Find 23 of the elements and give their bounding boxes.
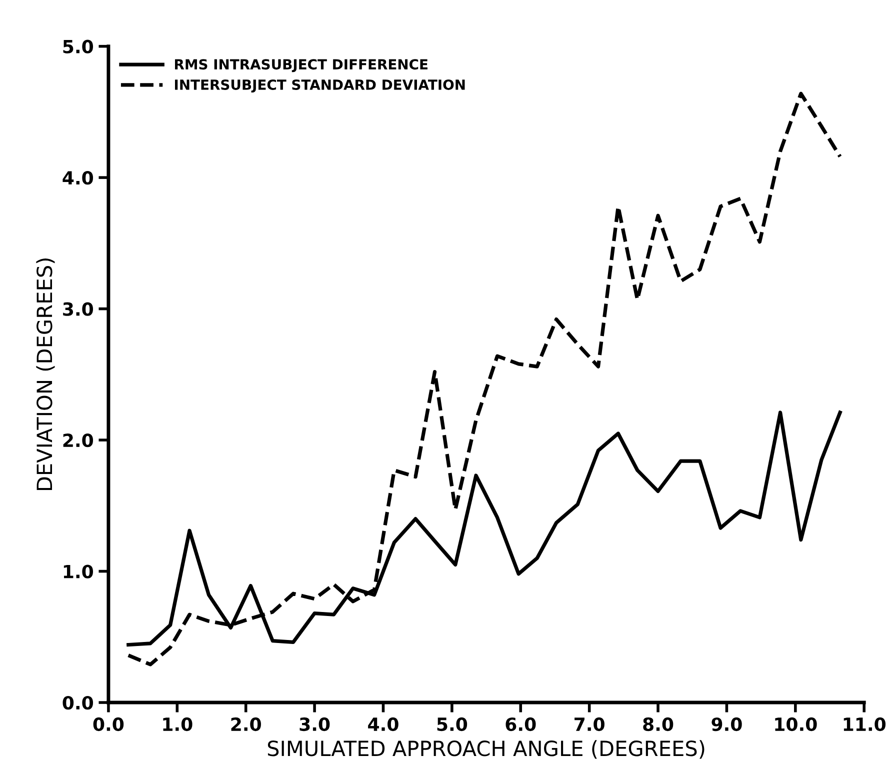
x-tick-label: 6.0 bbox=[506, 717, 536, 732]
x-tick-label: 4.0 bbox=[368, 717, 398, 732]
x-tick-label: 2.0 bbox=[231, 717, 261, 732]
x-tick-label: 10.0 bbox=[775, 717, 817, 732]
y-axis-title: DEVIATION (DEGREES) bbox=[36, 258, 55, 490]
legend-label: INTERSUBJECT STANDARD DEVIATION bbox=[175, 79, 465, 93]
y-tick-label: 2.0 bbox=[63, 434, 94, 448]
legend-label: RMS INTRASUBJECT DIFFERENCE bbox=[175, 59, 428, 72]
y-tick-label: 5.0 bbox=[63, 40, 94, 54]
y-tick-label: 4.0 bbox=[62, 171, 94, 185]
x-tick-label: 8.0 bbox=[643, 717, 674, 732]
x-tick-label: 1.0 bbox=[163, 717, 192, 732]
line-series bbox=[126, 92, 842, 666]
x-tick-label: 11.0 bbox=[844, 717, 886, 732]
x-tick-label: 5.0 bbox=[437, 717, 468, 732]
x-tick-label: 9.0 bbox=[712, 717, 742, 732]
y-tick-label: 3.0 bbox=[63, 302, 94, 316]
x-tick-label: 0.0 bbox=[93, 717, 124, 732]
x-axis-title: SIMULATED APPROACH ANGLE (DEGREES) bbox=[268, 740, 704, 759]
y-tick-label: 0.0 bbox=[62, 696, 94, 710]
y-tick-label: 1.0 bbox=[64, 564, 94, 578]
x-tick-label: 3.0 bbox=[300, 717, 330, 732]
x-tick-label: 7.0 bbox=[574, 717, 604, 732]
